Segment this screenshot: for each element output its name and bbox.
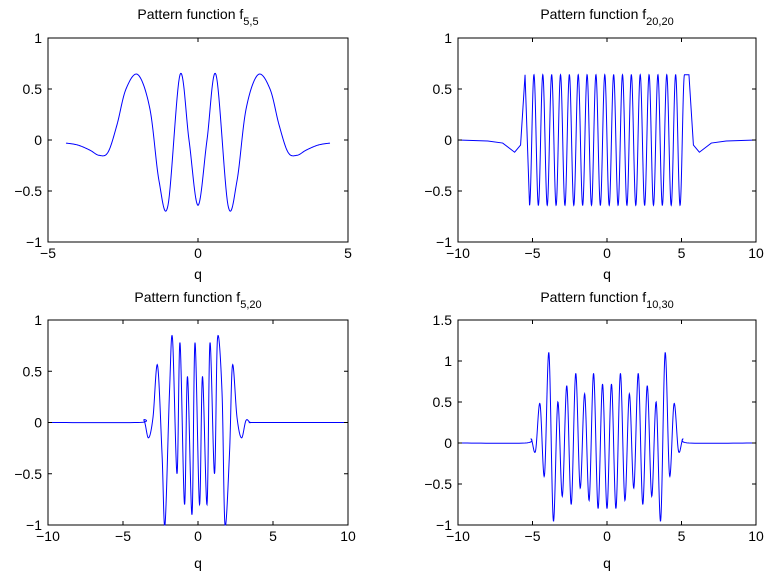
x-tick-label: −10 [36, 528, 60, 544]
x-tick-label: 5 [678, 245, 686, 261]
chart-title: Pattern function f10,30 [540, 289, 673, 311]
y-tick-label: 1 [444, 353, 452, 369]
y-ticks: −1 −0.5 0 0.5 1 [14, 30, 348, 250]
y-ticks: −1 −0.5 0 0.5 1 1.5 [424, 312, 756, 533]
x-tick-label: −10 [446, 528, 470, 544]
x-tick-label: 5 [344, 245, 352, 261]
x-tick-label: 0 [603, 245, 611, 261]
plot-frame [47, 37, 349, 243]
y-tick-label: 0 [34, 415, 42, 431]
x-ticks: −5 0 5 [40, 38, 352, 261]
y-tick-label: −1 [436, 234, 452, 250]
y-tick-label: −1 [26, 517, 42, 533]
x-tick-label: −5 [40, 245, 56, 261]
x-tick-label: 0 [603, 528, 611, 544]
series-line [457, 73, 757, 207]
x-axis-label: q [194, 555, 202, 571]
y-tick-label: 0 [444, 132, 452, 148]
y-tick-label: 1 [34, 312, 42, 328]
y-ticks: −1 −0.5 0 0.5 1 [424, 30, 756, 250]
y-tick-label: 0.5 [23, 81, 43, 97]
x-ticks: −10 −5 0 5 10 [446, 38, 764, 261]
y-tick-label: −1 [26, 234, 42, 250]
x-tick-label: 10 [748, 245, 764, 261]
x-tick-label: 10 [340, 528, 356, 544]
x-tick-label: 10 [748, 528, 764, 544]
x-tick-label: −10 [446, 245, 470, 261]
chart-title: Pattern function f5,5 [137, 6, 258, 28]
subplot-f10-30: Pattern function f10,30 q −10 −5 0 5 10 −1−0… [424, 289, 764, 571]
x-ticks: −10 −5 0 5 10 [36, 320, 356, 544]
chart-title: Pattern function f20,20 [540, 6, 673, 28]
subplot-f20-20: Pattern function f20,20 q −10 −5 0 5 10 −1−0… [424, 6, 764, 282]
y-tick-label: 0 [34, 132, 42, 148]
y-tick-label: 0 [444, 435, 452, 451]
series-line [65, 72, 331, 212]
series-line [48, 334, 348, 526]
y-tick-label: −0.5 [424, 183, 452, 199]
chart-title: Pattern function f5,20 [134, 289, 261, 311]
y-tick-label: 0.5 [433, 394, 453, 410]
y-tick-label: 1 [444, 30, 452, 46]
x-axis-label: q [603, 555, 611, 571]
x-tick-label: 5 [269, 528, 277, 544]
y-tick-label: −0.5 [14, 183, 42, 199]
plot-frame [457, 319, 757, 526]
series-line [457, 352, 757, 522]
x-tick-label: −5 [115, 528, 131, 544]
x-tick-label: −5 [525, 528, 541, 544]
x-axis-label: q [194, 266, 202, 282]
subplot-f5-5: Pattern function f5,5 q −5 0 5 −1 −0.5 0 0.5 1 [14, 6, 352, 282]
y-tick-label: −0.5 [424, 476, 452, 492]
y-tick-label: 0.5 [433, 81, 453, 97]
x-tick-label: 5 [678, 528, 686, 544]
x-axis-label: q [603, 266, 611, 282]
y-tick-label: −0.5 [14, 466, 42, 482]
y-tick-label: 1 [34, 30, 42, 46]
x-tick-label: 0 [194, 245, 202, 261]
x-tick-label: 0 [194, 528, 202, 544]
y-ticks: −1 −0.5 0 0.5 1 [14, 312, 348, 533]
y-tick-label: −1 [436, 517, 452, 533]
y-tick-label: 0.5 [23, 363, 43, 379]
subplot-f5-20: Pattern function f5,20 q −10 −5 0 5 10 −1−0.… [14, 289, 356, 571]
x-ticks: −10 −5 0 5 10 [446, 320, 764, 544]
y-tick-label: 1.5 [433, 312, 453, 328]
x-tick-label: −5 [525, 245, 541, 261]
